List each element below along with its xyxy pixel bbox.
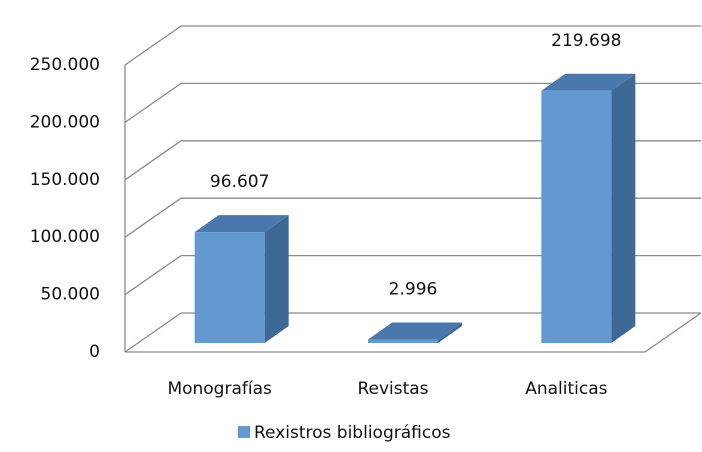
data-label: 96.607 <box>210 172 269 192</box>
y-tick-label: 250.000 <box>30 55 100 75</box>
bar-side <box>611 73 636 344</box>
grid-line-side <box>124 197 182 238</box>
legend-label: Rexistros bibliográficos <box>254 423 451 443</box>
y-tick-label: 100.000 <box>30 227 100 247</box>
y-tick-label: 0 <box>89 342 100 362</box>
grid-line-side <box>124 312 182 353</box>
data-label: 2.996 <box>389 280 438 300</box>
bar <box>541 90 612 343</box>
bar-top <box>194 215 289 233</box>
bar-top <box>541 73 636 91</box>
x-tick-label: Revistas <box>357 379 428 399</box>
bar <box>368 339 438 343</box>
floor-edge <box>644 312 702 353</box>
data-label: 219.698 <box>551 31 621 51</box>
grid-line-side <box>124 82 182 123</box>
y-tick-label: 150.000 <box>30 170 100 190</box>
grid-line-side <box>124 255 182 296</box>
bar-top <box>368 322 462 340</box>
legend-swatch <box>238 426 250 438</box>
bar <box>194 232 265 343</box>
x-tick-label: Monografías <box>167 379 272 399</box>
grid-line-side <box>124 25 182 66</box>
bar-side <box>264 215 289 343</box>
bar-side <box>438 322 462 343</box>
x-tick-label: Analiticas <box>525 379 607 399</box>
y-tick-label: 200.000 <box>30 112 100 132</box>
grid-line-side <box>124 140 182 181</box>
y-tick-label: 50.000 <box>41 285 100 305</box>
